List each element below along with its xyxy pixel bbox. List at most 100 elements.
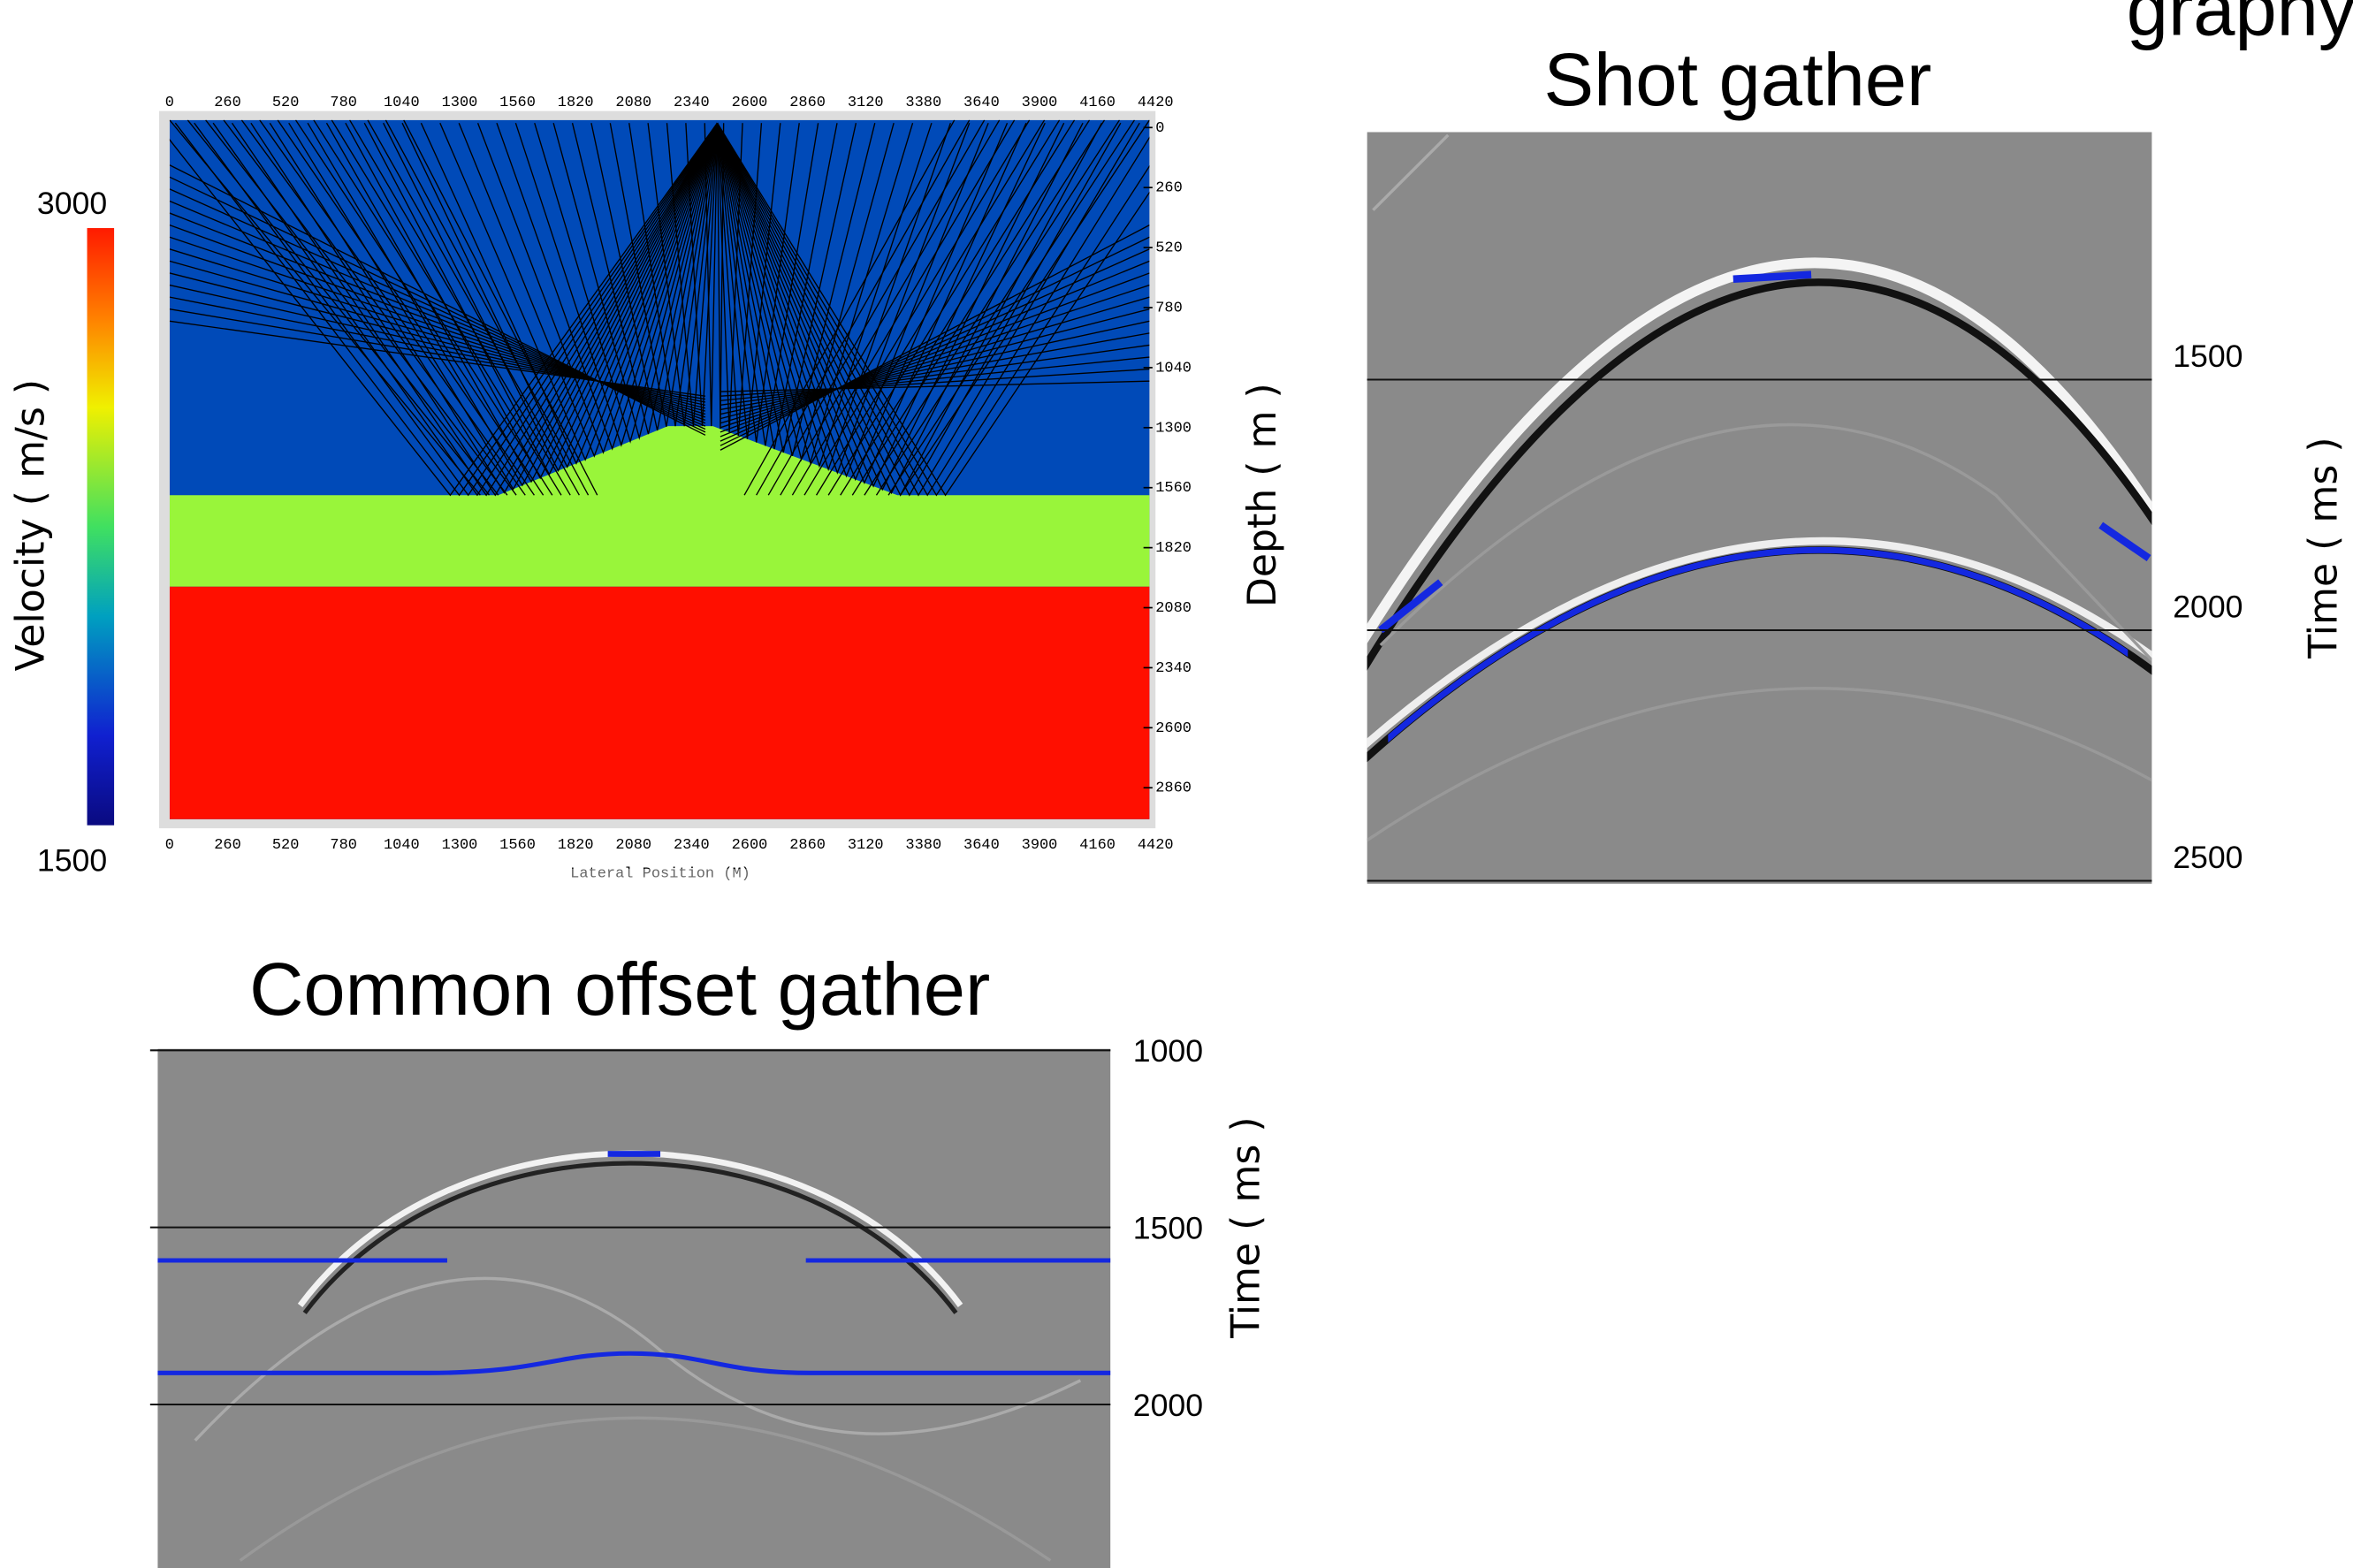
y-tick-label: 1500	[1133, 1210, 1203, 1245]
ray	[864, 119, 1106, 496]
y-tick-label: 1500	[2173, 339, 2243, 374]
depth-tick-label: 260	[1155, 180, 1183, 197]
pick	[1388, 546, 2128, 743]
depth-label: Depth ( m )	[1240, 383, 1285, 607]
panel-title: Common offset gather	[249, 947, 990, 1031]
ray	[720, 260, 1150, 438]
x-tick-label: 4160	[1079, 95, 1116, 111]
depth-tick-label: 1040	[1155, 360, 1192, 377]
ray	[716, 122, 1150, 497]
x-tick-label: 1300	[442, 837, 478, 854]
ray	[277, 119, 535, 496]
ray	[716, 122, 1140, 497]
depth-tick-label: 0	[1155, 120, 1164, 137]
ray	[349, 119, 571, 496]
ray	[780, 119, 1001, 496]
slide-title: graphy	[2127, 0, 2353, 50]
event	[302, 1161, 958, 1314]
ray	[187, 119, 491, 496]
x-tick-label: 1300	[442, 95, 478, 111]
colorbar-min: 1500	[37, 843, 107, 879]
x-tick-label: 2860	[789, 837, 826, 854]
x-tick-label: 1040	[384, 95, 420, 111]
x-tick-label: 1040	[384, 837, 420, 854]
x-tick-label: 780	[330, 95, 357, 111]
ray	[720, 356, 1150, 401]
x-tick-label: 3640	[963, 95, 1000, 111]
ray	[716, 122, 1027, 484]
ray	[269, 122, 719, 494]
depth-tick-label: 2600	[1155, 720, 1192, 737]
depth-tick-label: 2860	[1155, 780, 1192, 797]
x-tick-label: 3380	[905, 95, 941, 111]
x-tick-label: 2080	[615, 837, 651, 854]
x-tick-label: 4420	[1138, 95, 1174, 111]
time-label: Time ( ms )	[2301, 437, 2346, 658]
ray	[367, 119, 580, 496]
ray	[716, 123, 800, 443]
ray	[514, 122, 719, 447]
depth-tick-label: 1300	[1155, 420, 1192, 437]
colorbar-label: Velocity ( m/s )	[8, 379, 53, 671]
ray	[756, 119, 971, 496]
event	[1379, 422, 2152, 662]
ray	[716, 122, 951, 472]
x-tick-label: 2600	[732, 95, 768, 111]
ray	[571, 123, 719, 435]
x-tick-label: 3900	[1022, 95, 1058, 111]
colorbar-max: 3000	[37, 186, 107, 221]
depth-tick-label: 520	[1155, 240, 1183, 257]
ray	[875, 119, 1121, 496]
event	[1372, 133, 1450, 211]
ray	[294, 119, 544, 496]
ray	[803, 119, 1031, 496]
ray	[476, 122, 719, 454]
ray	[716, 122, 1084, 495]
common-offset-image	[157, 1048, 1111, 1568]
ray	[720, 308, 1150, 420]
y-tick-label: 2000	[2173, 590, 2243, 625]
pick	[1378, 579, 1443, 634]
x-tick-label: 2600	[732, 837, 768, 854]
ray	[174, 122, 719, 497]
ray	[628, 123, 719, 427]
ray	[791, 119, 1016, 496]
x-tick-label: 1820	[558, 837, 594, 854]
panel-title: Shot gather	[1543, 37, 1931, 121]
shot-gather-image	[1367, 132, 2152, 884]
ray	[169, 320, 706, 397]
ray	[716, 123, 857, 453]
ray	[720, 344, 1150, 407]
x-tick-label: 3640	[963, 837, 1000, 854]
ray	[887, 119, 1136, 496]
ray	[720, 225, 1150, 451]
event	[1367, 537, 2152, 749]
depth-tick-label: 780	[1155, 300, 1183, 316]
background	[1367, 132, 2152, 884]
ray	[720, 296, 1150, 424]
x-tick-label: 1560	[499, 95, 536, 111]
time-label: Time ( ms )	[1223, 1116, 1268, 1338]
x-tick-label: 3120	[848, 837, 884, 854]
ray	[716, 122, 1150, 497]
layer	[169, 586, 1150, 819]
x-tick-label: 1820	[558, 95, 594, 111]
ray	[716, 122, 1122, 497]
event	[1367, 278, 2152, 671]
x-tick-label: 0	[165, 95, 174, 111]
x-tick-label: 4420	[1138, 837, 1174, 854]
ray	[169, 122, 719, 497]
x-tick-label: 780	[330, 837, 357, 854]
ray	[827, 119, 1061, 496]
ray	[815, 119, 1046, 496]
ray	[383, 122, 719, 473]
y-tick-label: 2500	[2173, 840, 2243, 875]
ray	[743, 119, 956, 496]
ray	[900, 119, 1150, 496]
layer	[169, 426, 1150, 587]
ray	[840, 119, 1076, 496]
ray	[720, 332, 1150, 411]
ray	[169, 119, 481, 496]
